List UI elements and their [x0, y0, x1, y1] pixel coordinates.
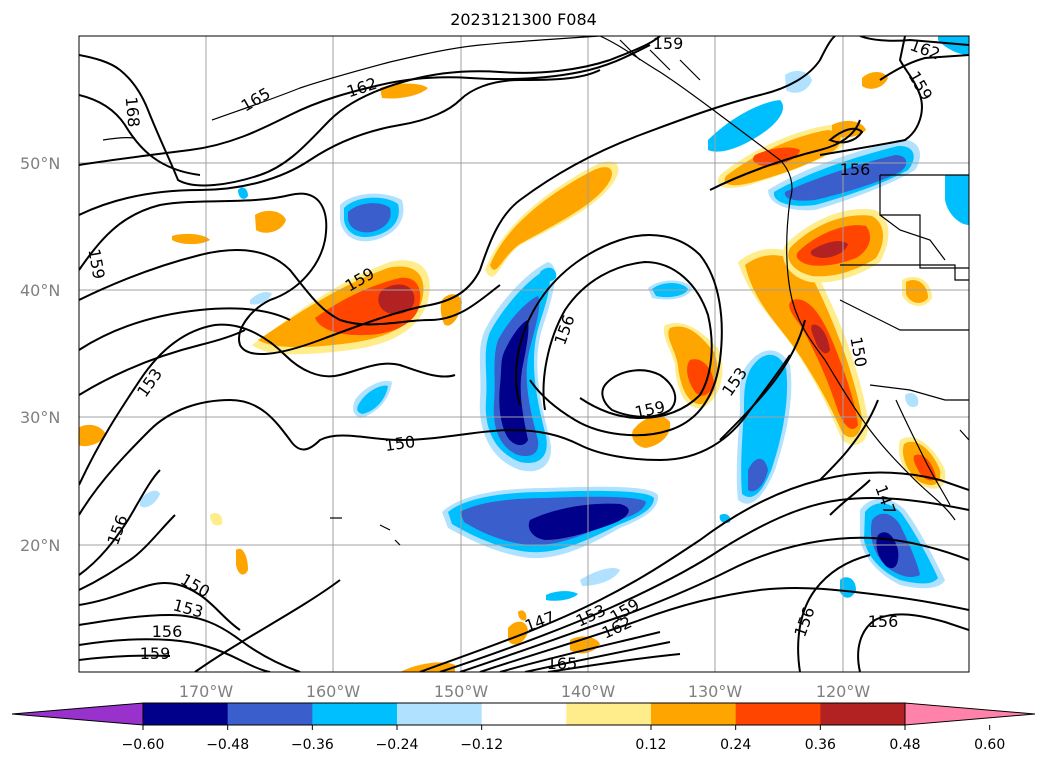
colorbar-segment [312, 703, 398, 725]
colorbar-tick-label: 0.36 [805, 737, 836, 753]
lat-label-20n: 20°N [20, 536, 60, 555]
colorbar-segment [566, 703, 652, 725]
contour-label: 150 [383, 432, 416, 455]
colorbar-extend-low [11, 702, 144, 726]
lon-label-140w: 140°W [561, 682, 616, 701]
contour-label: 156 [152, 622, 183, 641]
coastlines [102, 36, 969, 546]
map-plot-area [79, 36, 969, 672]
colorbar-extend-high [904, 702, 1036, 726]
lon-label-170w: 170°W [179, 682, 234, 701]
lon-label-130w: 130°W [688, 682, 743, 701]
negative-shading [140, 36, 969, 601]
colorbar-frame [142, 702, 906, 726]
plot-frame [78, 35, 970, 673]
colorbar: −0.60 −0.48 −0.36 −0.24 −0.12 0.12 0.24 0.36 0.4… [11, 702, 1036, 753]
contour-label: 156 [868, 612, 899, 631]
colorbar-segment [735, 703, 821, 725]
colorbar-tick-label: −0.24 [376, 737, 419, 753]
contour-label: 156 [840, 160, 871, 179]
colorbar-segment [820, 703, 906, 725]
lon-label-120w: 120°W [816, 682, 871, 701]
colorbar-tick-label: −0.48 [206, 737, 249, 753]
colorbar-segment [397, 703, 483, 725]
lat-label-30n: 30°N [20, 408, 60, 427]
contour-label: 159 [140, 644, 171, 663]
lon-label-160w: 160°W [306, 682, 361, 701]
colorbar-segment [481, 703, 567, 725]
colorbar-tick-label: 0.12 [635, 737, 666, 753]
contour-label: 168 [122, 96, 144, 128]
contour-label: 165 [547, 654, 578, 673]
lon-label-150w: 150°W [434, 682, 489, 701]
colorbar-segment [651, 703, 737, 725]
colorbar-segment [227, 703, 313, 725]
contour-label: 159 [653, 34, 684, 53]
colorbar-tick-label: −0.36 [291, 737, 334, 753]
map-title: 2023121300 F084 [450, 10, 597, 29]
colorbar-tick-label: 0.48 [889, 737, 920, 753]
lat-label-50n: 50°N [20, 154, 60, 173]
colorbar-tick-label: −0.12 [460, 737, 503, 753]
colorbar-tick-label: 0.24 [720, 737, 751, 753]
positive-shading [79, 72, 946, 672]
colorbar-segment [143, 703, 229, 725]
lat-label-40n: 40°N [20, 281, 60, 300]
height-contours [79, 36, 969, 672]
colorbar-tick-label: −0.60 [122, 737, 165, 753]
colorbar-tick-label: 0.60 [974, 737, 1005, 753]
